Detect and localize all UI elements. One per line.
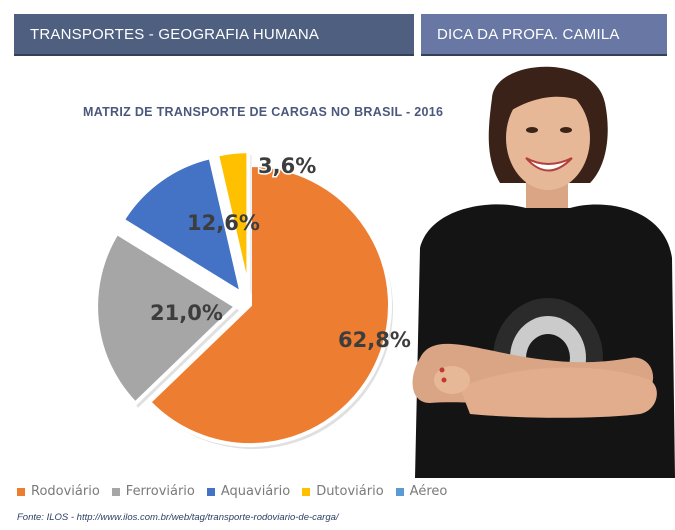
chart-title: MATRIZ DE TRANSPORTE DE CARGAS NO BRASIL… <box>83 105 444 119</box>
legend-label: Ferroviário <box>125 484 195 499</box>
legend-label: Dutoviário <box>316 484 384 499</box>
pie-data-label: 62,8% <box>338 328 411 352</box>
pie-slice-dutoviário <box>214 149 251 292</box>
pie-data-label: 3,6% <box>258 154 316 178</box>
legend-label: Rodoviário <box>31 484 100 499</box>
teacher-photo <box>412 66 675 478</box>
legend-swatch <box>395 487 404 496</box>
legend-swatch <box>111 487 120 496</box>
pie-slice-aquaviário <box>119 154 245 298</box>
legend-item-rodoviario: Rodoviário <box>17 484 100 499</box>
source-note: Fonte: ILOS - http://www.ilos.com.br/web… <box>17 512 339 523</box>
header-right-title: DICA DA PROFA. CAMILA <box>437 26 620 43</box>
legend-swatch <box>302 487 311 496</box>
header-left-title: TRANSPORTES - GEOGRAFIA HUMANA <box>30 26 320 43</box>
pie-data-label: 12,6% <box>187 211 260 235</box>
legend-swatch <box>206 487 215 496</box>
chart-legend: Rodoviário Ferroviário Aquaviário Dutovi… <box>17 484 447 499</box>
legend-item-dutoviario: Dutoviário <box>302 484 384 499</box>
legend-item-ferroviario: Ferroviário <box>111 484 195 499</box>
pie-slice-ferroviário <box>94 230 240 407</box>
legend-label: Aéreo <box>409 484 448 499</box>
legend-swatch <box>17 487 25 496</box>
legend-item-aquaviario: Aquaviário <box>206 484 291 499</box>
legend-label: Aquaviário <box>220 484 291 499</box>
header-right-banner: DICA DA PROFA. CAMILA <box>421 14 667 56</box>
legend-item-aereo: Aéreo <box>395 484 448 499</box>
header-left-banner: TRANSPORTES - GEOGRAFIA HUMANA <box>14 14 414 56</box>
pie-data-label: 21,0% <box>150 301 223 325</box>
pie-slice-rodoviário <box>146 162 392 447</box>
